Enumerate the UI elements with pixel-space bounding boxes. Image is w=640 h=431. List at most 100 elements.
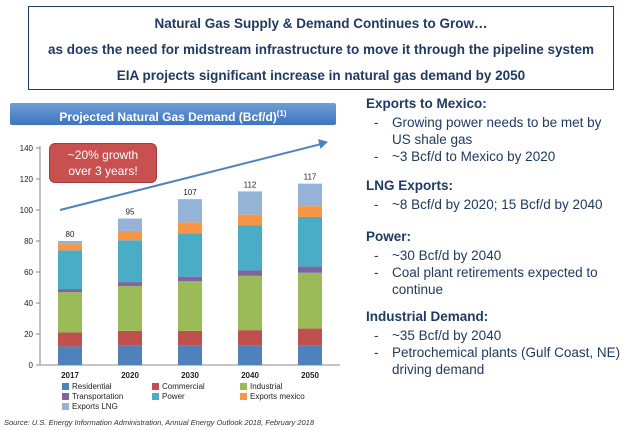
bar-segment-transportation (118, 282, 142, 286)
info-section: Industrial Demand: - ~35 Bcf/d by 2040- Pet… (366, 309, 636, 378)
y-tick-label: 0 (29, 361, 34, 370)
info-section: Exports to Mexico: - Growing power needs t… (366, 96, 636, 165)
demand-chart: 0204060801001201408020179520201072030112… (20, 139, 340, 380)
x-tick-label: 2030 (181, 371, 199, 380)
chart-title: Projected Natural Gas Demand (Bcf/d)(1) (10, 103, 336, 125)
bar-segment-industrial (178, 281, 202, 331)
legend-swatch (62, 393, 69, 400)
bar-segment-exports-lng (238, 191, 262, 215)
growth-callout: ~20% growth over 3 years! (49, 143, 157, 183)
bar-total-label: 95 (126, 208, 135, 217)
section-bullet: - Coal plant retirements expected to conti… (366, 264, 636, 298)
callout-line-1: ~20% growth (67, 148, 139, 162)
bullet-dash: - (374, 115, 379, 130)
y-tick-label: 20 (24, 330, 33, 339)
bar-segment-exports-mexico (118, 230, 142, 241)
info-section: LNG Exports: - ~8 Bcf/d by 2020; 15 Bcf/d … (366, 178, 636, 213)
x-tick-label: 2050 (301, 371, 319, 380)
bar-segment-transportation (58, 289, 82, 293)
section-bullet: - Growing power needs to be met by US shal… (366, 114, 636, 148)
y-tick-label: 80 (24, 237, 33, 246)
bullet-text-line: Coal plant retirements expected to (392, 265, 598, 280)
bar-segment-residential (238, 345, 262, 365)
legend-swatch (240, 383, 247, 390)
y-tick-label: 140 (20, 144, 34, 153)
bar-segment-residential (118, 345, 142, 365)
bullet-text-line: ~30 Bcf/d by 2040 (392, 248, 502, 263)
bullet-text-line: continue (392, 282, 444, 297)
bar-total-label: 107 (183, 188, 197, 197)
legend-label: Exports mexico (250, 392, 305, 401)
section-bullet: - ~35 Bcf/d by 2040 (366, 327, 636, 344)
bar-total-label: 112 (244, 180, 257, 189)
bar-segment-power (58, 250, 82, 290)
bar-segment-industrial (238, 275, 262, 331)
chart-title-footnote: (1) (276, 109, 287, 118)
bullet-dash: - (374, 265, 379, 280)
bar-segment-commercial (298, 328, 322, 346)
bar-segment-exports-lng (298, 183, 322, 207)
legend-swatch (152, 393, 159, 400)
header-subtitle: as does the need for midstream infrastru… (47, 42, 595, 57)
legend-swatch (240, 393, 247, 400)
chart-title-text: Projected Natural Gas Demand (Bcf/d) (59, 110, 277, 124)
section-bullet: - ~3 Bcf/d to Mexico by 2020 (366, 148, 636, 165)
bar-segment-residential (178, 345, 202, 365)
bar-segment-industrial (118, 285, 142, 331)
bar-segment-residential (58, 346, 82, 365)
bullet-dash: - (374, 149, 379, 164)
callout-line-2: over 3 years! (68, 164, 138, 178)
bar-segment-industrial (58, 292, 82, 333)
info-section: Power: - ~30 Bcf/d by 2040- Coal plant reti… (366, 229, 636, 298)
bar-segment-exports-mexico (178, 222, 202, 234)
bar-total-label: 80 (66, 230, 75, 239)
bullet-dash: - (374, 345, 379, 360)
bullet-text-line: US shale gas (392, 132, 473, 147)
bullet-dash: - (374, 248, 379, 263)
legend-item: Power (152, 392, 185, 401)
legend-swatch (152, 383, 159, 390)
legend-swatch (62, 403, 69, 410)
section-bullet: - ~8 Bcf/d by 2020; 15 Bcf/d by 2040 (366, 196, 636, 213)
section-heading: Industrial Demand: (366, 309, 489, 324)
bar-segment-exports-mexico (238, 214, 262, 226)
bullet-text-line: Petrochemical plants (Gulf Coast, NE) (392, 345, 621, 360)
bullet-dash: - (374, 197, 379, 212)
bar-segment-industrial (298, 272, 322, 329)
bullet-text-line: ~35 Bcf/d by 2040 (392, 328, 502, 343)
bar-total-label: 117 (304, 173, 317, 182)
legend-item: Transportation (62, 392, 123, 401)
bar-segment-transportation (298, 266, 322, 273)
section-bullet: - ~30 Bcf/d by 2040 (366, 247, 636, 264)
legend-label: Transportation (72, 392, 124, 401)
y-tick-label: 40 (24, 299, 33, 308)
y-tick-label: 120 (20, 175, 34, 184)
legend-label: Commercial (162, 382, 205, 391)
section-heading: Power: (366, 229, 412, 244)
section-heading: LNG Exports: (366, 178, 454, 193)
bullet-text-line: driving demand (392, 362, 485, 377)
bar-segment-commercial (58, 332, 82, 347)
bar-segment-transportation (178, 276, 202, 282)
bullet-text-line: ~3 Bcf/d to Mexico by 2020 (392, 149, 556, 164)
source-note: Source: U.S. Energy Information Administ… (4, 418, 315, 427)
section-bullet: - Petrochemical plants (Gulf Coast, NE) dr… (366, 344, 636, 378)
bar-segment-power (178, 233, 202, 277)
bar-segment-commercial (118, 330, 142, 346)
bullet-text-line: ~8 Bcf/d by 2020; 15 Bcf/d by 2040 (392, 197, 603, 212)
y-tick-label: 60 (24, 268, 33, 277)
legend-item: Exports LNG (62, 402, 118, 411)
header-box: Natural Gas Supply & Demand Continues to… (28, 6, 614, 90)
x-tick-label: 2040 (241, 371, 259, 380)
bullet-text-line: Growing power needs to be met by (392, 115, 602, 130)
section-heading: Exports to Mexico: (366, 96, 487, 111)
x-tick-label: 2020 (121, 371, 139, 380)
bar-segment-power (118, 240, 142, 283)
header-title: Natural Gas Supply & Demand Continues to… (154, 16, 488, 31)
bar-segment-exports-lng (58, 241, 82, 245)
header-eia-note: EIA projects significant increase in nat… (116, 68, 526, 83)
legend-label: Industrial (250, 382, 283, 391)
legend-item: Exports mexico (240, 392, 305, 401)
bar-segment-power (238, 225, 262, 271)
bar-segment-power (298, 216, 322, 267)
